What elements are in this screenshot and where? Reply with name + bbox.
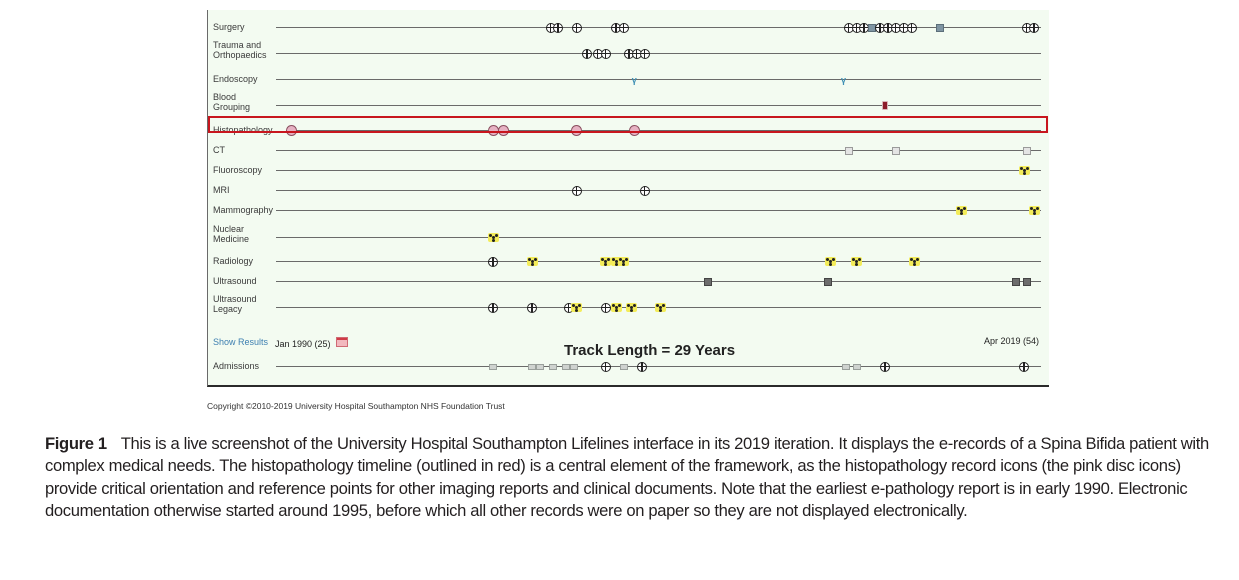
plus-record-icon[interactable]	[582, 48, 593, 59]
row-track-line	[276, 261, 1041, 262]
caption-text: This is a live screenshot of the Univers…	[45, 434, 1209, 521]
caption-title: Figure 1	[45, 434, 107, 453]
endoscopy-icon[interactable]: ү	[631, 74, 637, 85]
timeline-start-date: Jan 1990 (25)	[275, 339, 331, 349]
row-label: Nuclear Medicine	[213, 224, 250, 244]
histopathology-disc-icon[interactable]	[571, 125, 583, 136]
row-label: Surgery	[213, 22, 245, 32]
plus-record-icon[interactable]	[488, 256, 499, 267]
copyright-notice: Copyright ©2010-2019 University Hospital…	[207, 401, 505, 411]
plus-record-icon[interactable]	[639, 48, 650, 59]
track-length-label: Track Length = 29 Years	[564, 342, 736, 359]
row-track-line	[276, 79, 1041, 80]
histopathology-disc-icon[interactable]	[286, 125, 298, 136]
admission-bed-icon[interactable]	[570, 363, 579, 370]
row-label: Blood Grouping	[213, 92, 251, 112]
histopathology-highlight-outline	[208, 116, 1048, 133]
ultrasound-icon[interactable]	[703, 277, 712, 286]
row-label: Radiology	[213, 256, 254, 266]
row-track-line	[276, 170, 1041, 171]
plus-record-icon[interactable]	[600, 361, 611, 372]
row-label: CT	[213, 145, 225, 155]
timeline-end-date: Apr 2019 (54)	[983, 336, 1039, 346]
plus-record-icon[interactable]	[637, 361, 648, 372]
ultrasound-icon[interactable]	[823, 277, 832, 286]
show-results-link[interactable]: Show Results	[213, 337, 269, 347]
radiation-icon[interactable]	[955, 206, 967, 215]
row-label: MRI	[213, 185, 230, 195]
plus-record-icon[interactable]	[1019, 361, 1029, 372]
row-track-line	[276, 366, 1041, 367]
blood-sample-icon[interactable]	[882, 101, 889, 110]
row-track-line	[286, 130, 1041, 131]
admission-bed-icon[interactable]	[852, 363, 861, 370]
radiation-icon[interactable]	[1018, 166, 1030, 175]
ultrasound-icon[interactable]	[1022, 277, 1031, 286]
row-label: Admissions	[213, 361, 260, 371]
figure-caption: Figure 1 This is a live screenshot of the…	[45, 433, 1215, 523]
radiation-icon[interactable]	[618, 257, 630, 266]
plus-record-icon[interactable]	[571, 22, 582, 33]
row-track-line	[276, 237, 1041, 238]
row-label: Fluoroscopy	[213, 165, 263, 175]
radiation-icon[interactable]	[908, 257, 920, 266]
calendar-icon[interactable]	[336, 337, 348, 347]
admission-bed-icon[interactable]	[619, 363, 628, 370]
row-label: Endoscopy	[213, 74, 258, 84]
document-square-icon[interactable]	[936, 23, 945, 32]
row-label: Ultrasound	[213, 276, 257, 286]
plus-record-icon[interactable]	[618, 22, 629, 33]
row-track-line	[276, 53, 1041, 54]
admission-bed-icon[interactable]	[562, 363, 571, 370]
row-label: Mammography	[213, 205, 274, 215]
ct-scan-icon[interactable]	[1022, 146, 1031, 155]
radiation-icon[interactable]	[626, 303, 638, 312]
row-track-line	[276, 210, 1041, 211]
plus-record-icon[interactable]	[880, 361, 891, 372]
ct-scan-icon[interactable]	[891, 146, 900, 155]
plus-record-icon[interactable]	[906, 22, 917, 33]
row-track-line	[276, 105, 1041, 106]
plus-record-icon[interactable]	[553, 22, 564, 33]
row-track-line	[276, 281, 1041, 282]
row-track-line	[276, 27, 1041, 28]
lifelines-timeline-panel: Surgery Trauma and Orthopaedics Endoscopy ү…	[207, 10, 1049, 387]
radiation-icon[interactable]	[610, 303, 622, 312]
radiation-icon[interactable]	[600, 257, 612, 266]
radiation-icon[interactable]	[610, 257, 622, 266]
admission-bed-icon[interactable]	[549, 363, 558, 370]
radiation-icon[interactable]	[526, 257, 538, 266]
radiation-icon[interactable]	[1028, 206, 1040, 215]
admission-bed-icon[interactable]	[536, 363, 545, 370]
endoscopy-icon[interactable]: ү	[841, 74, 847, 85]
plus-record-icon[interactable]	[600, 48, 611, 59]
plus-record-icon[interactable]	[527, 302, 538, 313]
histopathology-disc-icon[interactable]	[498, 125, 510, 136]
radiation-icon[interactable]	[851, 257, 863, 266]
row-label: Trauma and Orthopaedics	[213, 40, 267, 60]
admission-bed-icon[interactable]	[489, 363, 498, 370]
admission-bed-icon[interactable]	[842, 363, 851, 370]
plus-record-icon[interactable]	[488, 302, 499, 313]
row-label: Ultrasound Legacy	[213, 294, 257, 314]
radiation-icon[interactable]	[487, 233, 499, 242]
plus-record-icon[interactable]	[600, 302, 611, 313]
row-track-line	[276, 150, 1041, 151]
radiation-icon[interactable]	[824, 257, 836, 266]
admission-bed-icon[interactable]	[528, 363, 537, 370]
plus-record-icon[interactable]	[571, 185, 582, 196]
ct-scan-icon[interactable]	[844, 146, 853, 155]
radiation-icon[interactable]	[571, 303, 583, 312]
plus-record-icon[interactable]	[1029, 22, 1040, 33]
histopathology-disc-icon[interactable]	[628, 125, 640, 136]
plus-record-icon[interactable]	[639, 185, 650, 196]
ultrasound-icon[interactable]	[1012, 277, 1021, 286]
row-track-line	[276, 190, 1041, 191]
radiation-icon[interactable]	[654, 303, 666, 312]
row-label: Histopathology	[213, 125, 273, 135]
